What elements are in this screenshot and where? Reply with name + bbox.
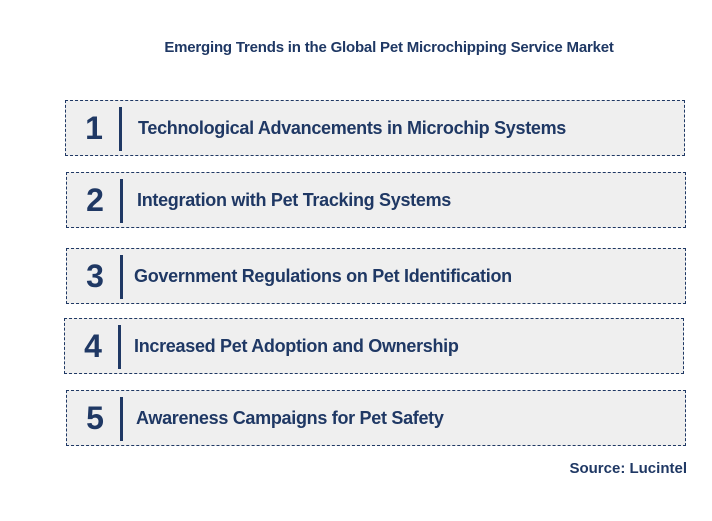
trend-label: Government Regulations on Pet Identifica… bbox=[134, 265, 512, 286]
trend-divider bbox=[119, 107, 122, 151]
trend-divider bbox=[120, 397, 123, 441]
trend-number: 2 bbox=[86, 181, 104, 218]
trend-item-1: 1 Technological Advancements in Microchi… bbox=[65, 100, 685, 156]
trend-label: Increased Pet Adoption and Ownership bbox=[134, 335, 459, 356]
diagram-title: Emerging Trends in the Global Pet Microc… bbox=[164, 39, 614, 56]
trend-item-5: 5 Awareness Campaigns for Pet Safety bbox=[66, 390, 686, 446]
trend-number: 3 bbox=[86, 257, 104, 294]
trend-label: Awareness Campaigns for Pet Safety bbox=[136, 407, 444, 428]
trend-item-4: 4 Increased Pet Adoption and Ownership bbox=[64, 318, 684, 374]
trend-number: 1 bbox=[85, 109, 103, 146]
source-attribution: Source: Lucintel bbox=[569, 460, 687, 477]
trend-label: Technological Advancements in Microchip … bbox=[138, 117, 567, 138]
trend-label: Integration with Pet Tracking Systems bbox=[137, 189, 451, 210]
trend-divider bbox=[118, 325, 121, 369]
trend-number: 5 bbox=[86, 399, 104, 436]
trend-divider bbox=[120, 179, 123, 223]
trend-item-2: 2 Integration with Pet Tracking Systems bbox=[66, 172, 686, 228]
trend-divider bbox=[120, 255, 123, 299]
trend-item-3: 3 Government Regulations on Pet Identifi… bbox=[66, 248, 686, 304]
trend-number: 4 bbox=[84, 327, 102, 364]
